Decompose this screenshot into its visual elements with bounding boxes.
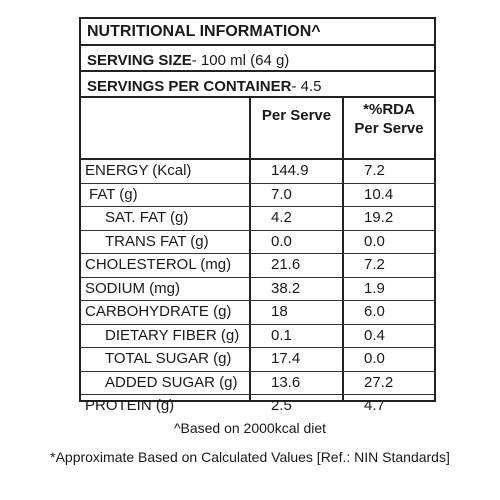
nutrient-label: TRANS FAT (g) xyxy=(105,232,209,250)
nutrient-row: ADDED SUGAR (g) 13.6 27.2 xyxy=(81,372,434,395)
nutrient-row: PROTEIN (g) 2.5 4.7 xyxy=(81,395,434,419)
rda-value: 0.4 xyxy=(364,326,385,344)
nutrient-row: ENERGY (Kcal) 144.9 7.2 xyxy=(81,160,434,184)
nutrient-label: CHOLESTEROL (mg) xyxy=(85,256,232,273)
nutrient-label: ENERGY (Kcal) xyxy=(85,162,192,179)
rda-value: 4.7 xyxy=(364,397,385,414)
nutrient-label: DIETARY FIBER (g) xyxy=(105,326,240,344)
per-serve-value: 38.2 xyxy=(271,279,301,297)
serving-size-row: SERVING SIZE - 100 ml (64 g) xyxy=(81,46,434,72)
rda-value: 0.0 xyxy=(364,232,385,250)
rda-value: 27.2 xyxy=(364,373,394,391)
nutrient-label: ADDED SUGAR (g) xyxy=(105,373,238,391)
per-serve-value: 17.4 xyxy=(271,350,301,367)
nutrient-row: SODIUM (mg) 38.2 1.9 xyxy=(81,278,434,301)
per-serve-column-header: Per Serve xyxy=(251,98,342,160)
nutrient-row: FAT (g) 7.0 10.4 xyxy=(81,184,434,207)
servings-per-container-label: SERVINGS PER CONTAINER xyxy=(87,78,292,95)
nutrient-row: DIETARY FIBER (g) 0.1 0.4 xyxy=(81,325,434,348)
per-serve-value: 18 xyxy=(271,303,288,320)
nutrition-title: NUTRITIONAL INFORMATION^ xyxy=(87,23,321,40)
nutrient-row: TOTAL SUGAR (g) 17.4 0.0 xyxy=(81,348,434,372)
nutrient-row: CHOLESTEROL (mg) 21.6 7.2 xyxy=(81,254,434,278)
per-serve-value: 0.0 xyxy=(271,232,292,250)
per-serve-value: 21.6 xyxy=(271,256,301,273)
nutrient-row: SAT. FAT (g) 4.2 19.2 xyxy=(81,207,434,231)
nutrient-label: SAT. FAT (g) xyxy=(105,209,189,226)
rda-value: 6.0 xyxy=(364,303,385,320)
servings-per-container-row: SERVINGS PER CONTAINER - 4.5 xyxy=(81,72,434,98)
per-serve-value: 13.6 xyxy=(271,373,301,391)
rda-column-header: *%RDA Per Serve xyxy=(344,98,434,160)
nutrient-label: TOTAL SUGAR (g) xyxy=(105,350,232,367)
per-serve-value: 7.0 xyxy=(271,185,292,203)
nutrient-label: FAT (g) xyxy=(89,185,138,203)
rda-value: 19.2 xyxy=(364,209,394,226)
nutrition-title-row: NUTRITIONAL INFORMATION^ xyxy=(81,19,434,46)
per-serve-value: 2.5 xyxy=(271,397,292,414)
rda-header-line1: *%RDA xyxy=(363,101,415,118)
serving-size-value: - 100 ml (64 g) xyxy=(191,52,290,69)
rda-value: 7.2 xyxy=(364,256,385,273)
rda-footnote: *Approximate Based on Calculated Values … xyxy=(50,449,450,465)
nutrient-label: SODIUM (mg) xyxy=(85,279,180,297)
rda-value: 10.4 xyxy=(364,185,394,203)
rda-value: 0.0 xyxy=(364,350,385,367)
nutrient-column-header xyxy=(81,98,249,160)
nutrient-rows: ENERGY (Kcal) 144.9 7.2 FAT (g) 7.0 10.4 SAT. … xyxy=(81,160,434,419)
servings-per-container-value: - 4.5 xyxy=(291,78,322,95)
per-serve-value: 0.1 xyxy=(271,326,292,344)
nutrition-facts-panel: NUTRITIONAL INFORMATION^ SERVING SIZE - … xyxy=(79,17,436,414)
nutrient-label: PROTEIN (g) xyxy=(85,397,175,414)
diet-footnote: ^Based on 2000kcal diet xyxy=(173,420,327,436)
nutrient-label: CARBOHYDRATE (g) xyxy=(85,303,232,320)
rda-value: 1.9 xyxy=(364,279,385,297)
serving-size-label: SERVING SIZE xyxy=(87,52,192,69)
column-divider xyxy=(342,98,344,400)
rda-value: 7.2 xyxy=(364,162,385,179)
per-serve-value: 144.9 xyxy=(271,162,309,179)
rda-header-line2: Per Serve xyxy=(354,120,424,137)
nutrient-row: TRANS FAT (g) 0.0 0.0 xyxy=(81,231,434,254)
nutrient-row: CARBOHYDRATE (g) 18 6.0 xyxy=(81,301,434,325)
column-divider xyxy=(249,98,251,400)
per-serve-value: 4.2 xyxy=(271,209,292,226)
